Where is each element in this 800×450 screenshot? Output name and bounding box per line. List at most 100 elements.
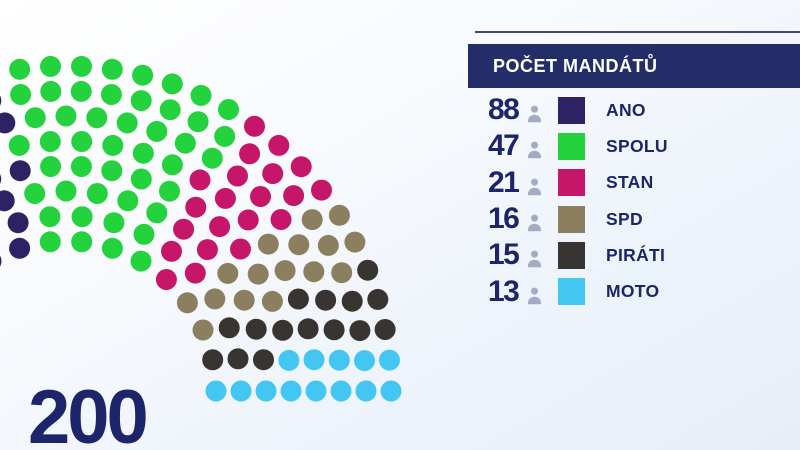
seat-dot — [233, 289, 255, 311]
seat-dot — [331, 262, 353, 284]
seat-dot — [214, 187, 236, 209]
total-seats-label: 200 — [28, 375, 149, 450]
seat-dot — [374, 319, 396, 340]
legend-row: 13 MOTO — [468, 273, 800, 309]
seat-dot — [0, 112, 16, 134]
seat-dot — [39, 206, 61, 228]
seat-dot — [100, 84, 122, 105]
seat-dot — [176, 292, 198, 314]
seat-dot — [288, 234, 310, 256]
seat-dot — [218, 317, 240, 339]
party-name: STAN — [606, 172, 654, 193]
seat-count: 88 — [488, 93, 520, 127]
legend-panel: POČET MANDÁTŮ 88 ANO 47 SPOLU 21 STAN 16 SPD 15 P… — [468, 44, 800, 310]
seat-dot — [202, 349, 224, 371]
seat-dot — [355, 380, 377, 402]
seat-dot — [39, 231, 61, 253]
seat-dot — [192, 319, 214, 341]
seat-dot — [328, 349, 350, 371]
seat-dot — [24, 107, 46, 129]
seat-dot — [270, 209, 292, 230]
seat-dot — [102, 134, 124, 156]
seat-dot — [173, 218, 195, 240]
seat-dot — [39, 131, 61, 152]
seat-dot — [161, 154, 183, 176]
legend-row: 21 STAN — [468, 165, 800, 201]
legend-row: 15 PIRÁTI — [468, 237, 800, 273]
seat-count: 13 — [488, 274, 520, 308]
seat-dot — [189, 169, 211, 191]
seat-dot — [227, 165, 248, 187]
seat-dot — [133, 223, 155, 245]
seat-dot — [330, 380, 352, 402]
person-icon — [528, 250, 541, 268]
seat-dot — [328, 204, 350, 226]
decorative-top-line — [475, 31, 800, 33]
seat-dot — [274, 260, 296, 282]
seat-dot — [214, 125, 236, 147]
seat-dot — [40, 156, 62, 177]
seat-dot — [101, 58, 123, 80]
seat-dot — [184, 262, 206, 284]
seat-dot — [367, 288, 389, 310]
seat-dot — [255, 380, 277, 402]
seat-dot — [354, 350, 375, 372]
seat-dot — [0, 174, 2, 184]
seat-dot — [323, 319, 345, 341]
seat-dot — [159, 99, 181, 121]
seat-dot — [132, 142, 154, 164]
seat-dot — [257, 233, 279, 255]
party-name: ANO — [606, 99, 646, 120]
seat-dot — [311, 179, 332, 201]
seat-dot — [278, 349, 300, 371]
person-icon — [528, 214, 541, 232]
legend-row: 47 SPOLU — [468, 128, 800, 164]
seat-dot — [24, 183, 46, 204]
seat-dot — [0, 95, 2, 106]
party-name: SPD — [606, 208, 643, 229]
seat-dot — [190, 84, 212, 106]
seat-dot — [161, 73, 183, 95]
seat-dot — [290, 156, 312, 178]
seat-dot — [0, 255, 2, 267]
legend-row: 88 ANO — [468, 92, 800, 128]
seat-dot — [159, 180, 180, 202]
seat-dot — [218, 99, 239, 120]
seat-dot — [344, 231, 366, 253]
seat-dot — [283, 185, 305, 207]
seat-dot — [250, 186, 271, 207]
seat-dot — [86, 107, 108, 129]
seat-dot — [204, 288, 226, 310]
seat-dot — [71, 206, 93, 228]
seat-dot — [155, 269, 177, 290]
person-icon — [528, 287, 541, 304]
seat-dot — [201, 147, 223, 169]
seat-dot — [209, 216, 231, 238]
seat-dot — [174, 132, 196, 154]
seat-dot — [9, 160, 31, 182]
seat-dot — [55, 180, 77, 202]
seat-dot — [196, 239, 218, 261]
seat-dot — [280, 380, 302, 402]
seat-dot — [101, 237, 123, 259]
seat-dot — [0, 190, 15, 212]
seat-dot — [227, 348, 249, 370]
seat-dot — [303, 349, 325, 371]
seat-dot — [70, 156, 92, 177]
seat-dot — [71, 55, 92, 77]
seat-count: 21 — [488, 165, 520, 199]
seat-dot — [245, 318, 267, 340]
seat-dot — [101, 160, 123, 182]
seat-dot — [287, 288, 309, 310]
seat-dot — [10, 84, 32, 105]
seat-dot — [40, 80, 62, 102]
seat-dot — [71, 131, 93, 152]
seat-dot — [40, 55, 61, 77]
seat-dot — [205, 380, 227, 402]
seat-dot — [262, 163, 284, 185]
seat-dot — [146, 202, 168, 224]
seat-dot — [253, 349, 274, 371]
party-name: SPOLU — [606, 135, 668, 156]
